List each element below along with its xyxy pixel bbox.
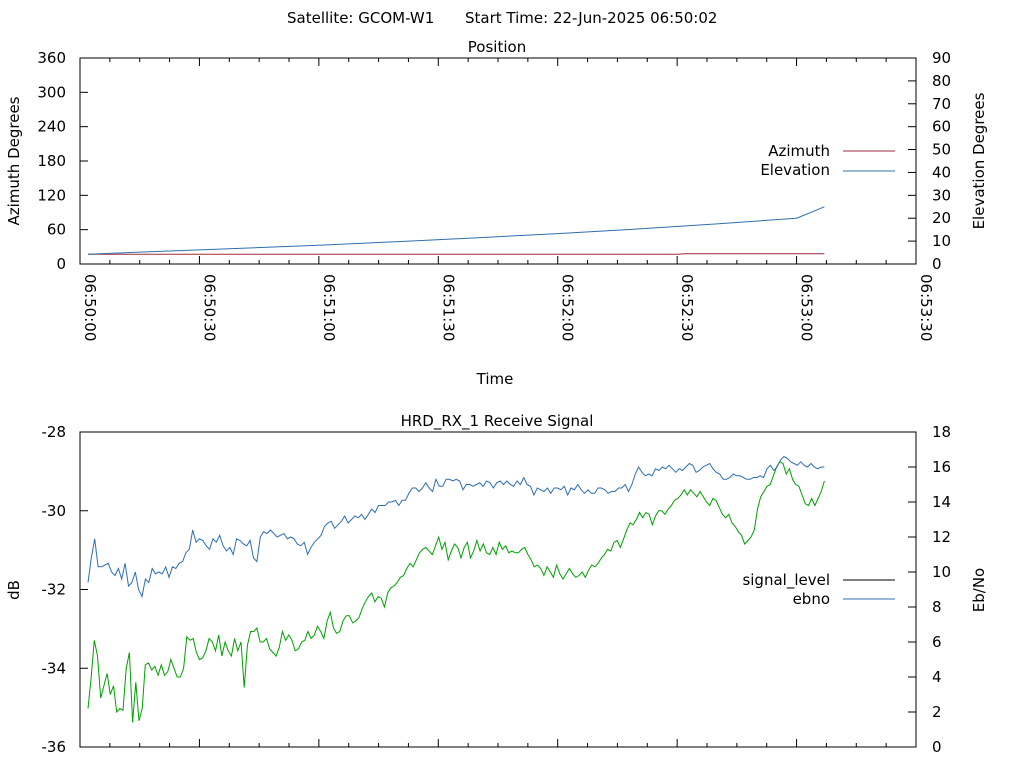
position-x-axis-label: Time [476, 370, 514, 388]
signal-right-ticks: 0 2 4 6 8 10 12 14 16 18 [908, 423, 951, 756]
signal-right-tick-label: 10 [932, 563, 951, 581]
signal-right-tick-label: 18 [932, 423, 951, 441]
position-y2-axis-label: Elevation Degrees [970, 92, 988, 229]
signal-series [87, 455, 825, 723]
position-left-ticks: 0 60 120 180 240 300 360 [37, 49, 88, 273]
position-x-ticks: 06:50:00 06:50:30 06:51:00 06:51:30 06:52:00… [79, 58, 935, 341]
series-line-unlabeled-0 [87, 461, 825, 723]
signal-y-axis-label: dB [5, 580, 23, 600]
start-time-label: Start Time: 22-Jun-2025 06:50:02 [465, 9, 717, 27]
signal-chart: HRD_RX_1 Receive Signal dB Eb/No -36-34-… [5, 412, 988, 756]
signal-right-tick-label: 16 [932, 458, 951, 476]
signal-right-tick-label: 12 [932, 528, 951, 546]
legend-azimuth-label: Azimuth [768, 142, 830, 160]
position-legend: Azimuth Elevation [760, 142, 895, 179]
legend-elevation-label: Elevation [760, 161, 830, 179]
position-right-tick-label: 40 [932, 163, 951, 181]
position-right-tick-label: 0 [932, 255, 942, 273]
legend-ebno-label: ebno [793, 590, 830, 608]
signal-legend: signal_level ebno [742, 571, 895, 608]
position-x-tick-label: 06:51:30 [439, 274, 457, 341]
position-left-tick-label: 60 [47, 221, 66, 239]
signal-right-tick-label: 2 [932, 703, 942, 721]
position-x-tick-label: 06:53:30 [917, 274, 935, 341]
signal-right-tick-label: 8 [932, 598, 942, 616]
position-right-tick-label: 50 [932, 141, 951, 159]
series-line-azimuth [88, 253, 825, 255]
legend-signal-level-label: signal_level [742, 571, 830, 590]
position-right-tick-label: 90 [932, 49, 951, 67]
satellite-label: Satellite: GCOM-W1 [287, 9, 434, 27]
series-line-ebno [87, 455, 825, 599]
position-chart: Position Azimuth Degrees Elevation Degre… [5, 38, 988, 388]
position-right-tick-label: 70 [932, 95, 951, 113]
signal-right-tick-label: 0 [932, 738, 942, 756]
position-left-tick-label: 180 [37, 152, 66, 170]
signal-left-ticks: -36 -34 -32 -30 -28 [42, 423, 88, 756]
signal-y2-axis-label: Eb/No [970, 568, 988, 612]
position-x-tick-label: 06:52:00 [559, 274, 577, 341]
position-y-axis-label: Azimuth Degrees [5, 96, 23, 225]
signal-left-tick-label: -28 [42, 423, 67, 441]
signal-left-tick-label: -30 [42, 502, 67, 520]
position-left-tick-label: 300 [37, 83, 66, 101]
position-right-tick-label: 30 [932, 186, 951, 204]
signal-left-tick-label: -32 [42, 581, 67, 599]
position-left-tick-label: 120 [37, 186, 66, 204]
signal-x-ticks [79, 739, 917, 747]
position-x-tick-label: 06:50:30 [200, 274, 218, 341]
position-x-tick-label: 06:51:00 [320, 274, 338, 341]
position-left-tick-label: 360 [37, 49, 66, 67]
position-right-ticks: 0 10 20 30 40 50 60 70 80 90 [908, 49, 951, 273]
signal-plot-frame [79, 431, 917, 748]
position-right-tick-label: 60 [932, 118, 951, 136]
signal-right-tick-label: 6 [932, 633, 942, 651]
signal-left-tick-label: -36 [42, 738, 67, 756]
signal-right-tick-label: 4 [932, 668, 942, 686]
position-left-tick-label: 240 [37, 118, 66, 136]
position-x-tick-label: 06:52:30 [678, 274, 696, 341]
position-x-tick-label: 06:53:00 [798, 274, 816, 341]
position-right-tick-label: 20 [932, 209, 951, 227]
position-right-tick-label: 80 [932, 72, 951, 90]
signal-right-tick-label: 14 [932, 493, 951, 511]
position-right-tick-label: 10 [932, 232, 951, 250]
position-left-tick-label: 0 [56, 255, 66, 273]
signal-chart-title: HRD_RX_1 Receive Signal [401, 412, 594, 431]
series-line-elevation [87, 206, 825, 255]
position-x-tick-label: 06:50:00 [81, 274, 99, 341]
position-series [87, 206, 825, 255]
signal-left-tick-label: -34 [42, 659, 67, 677]
position-chart-title: Position [468, 38, 526, 56]
